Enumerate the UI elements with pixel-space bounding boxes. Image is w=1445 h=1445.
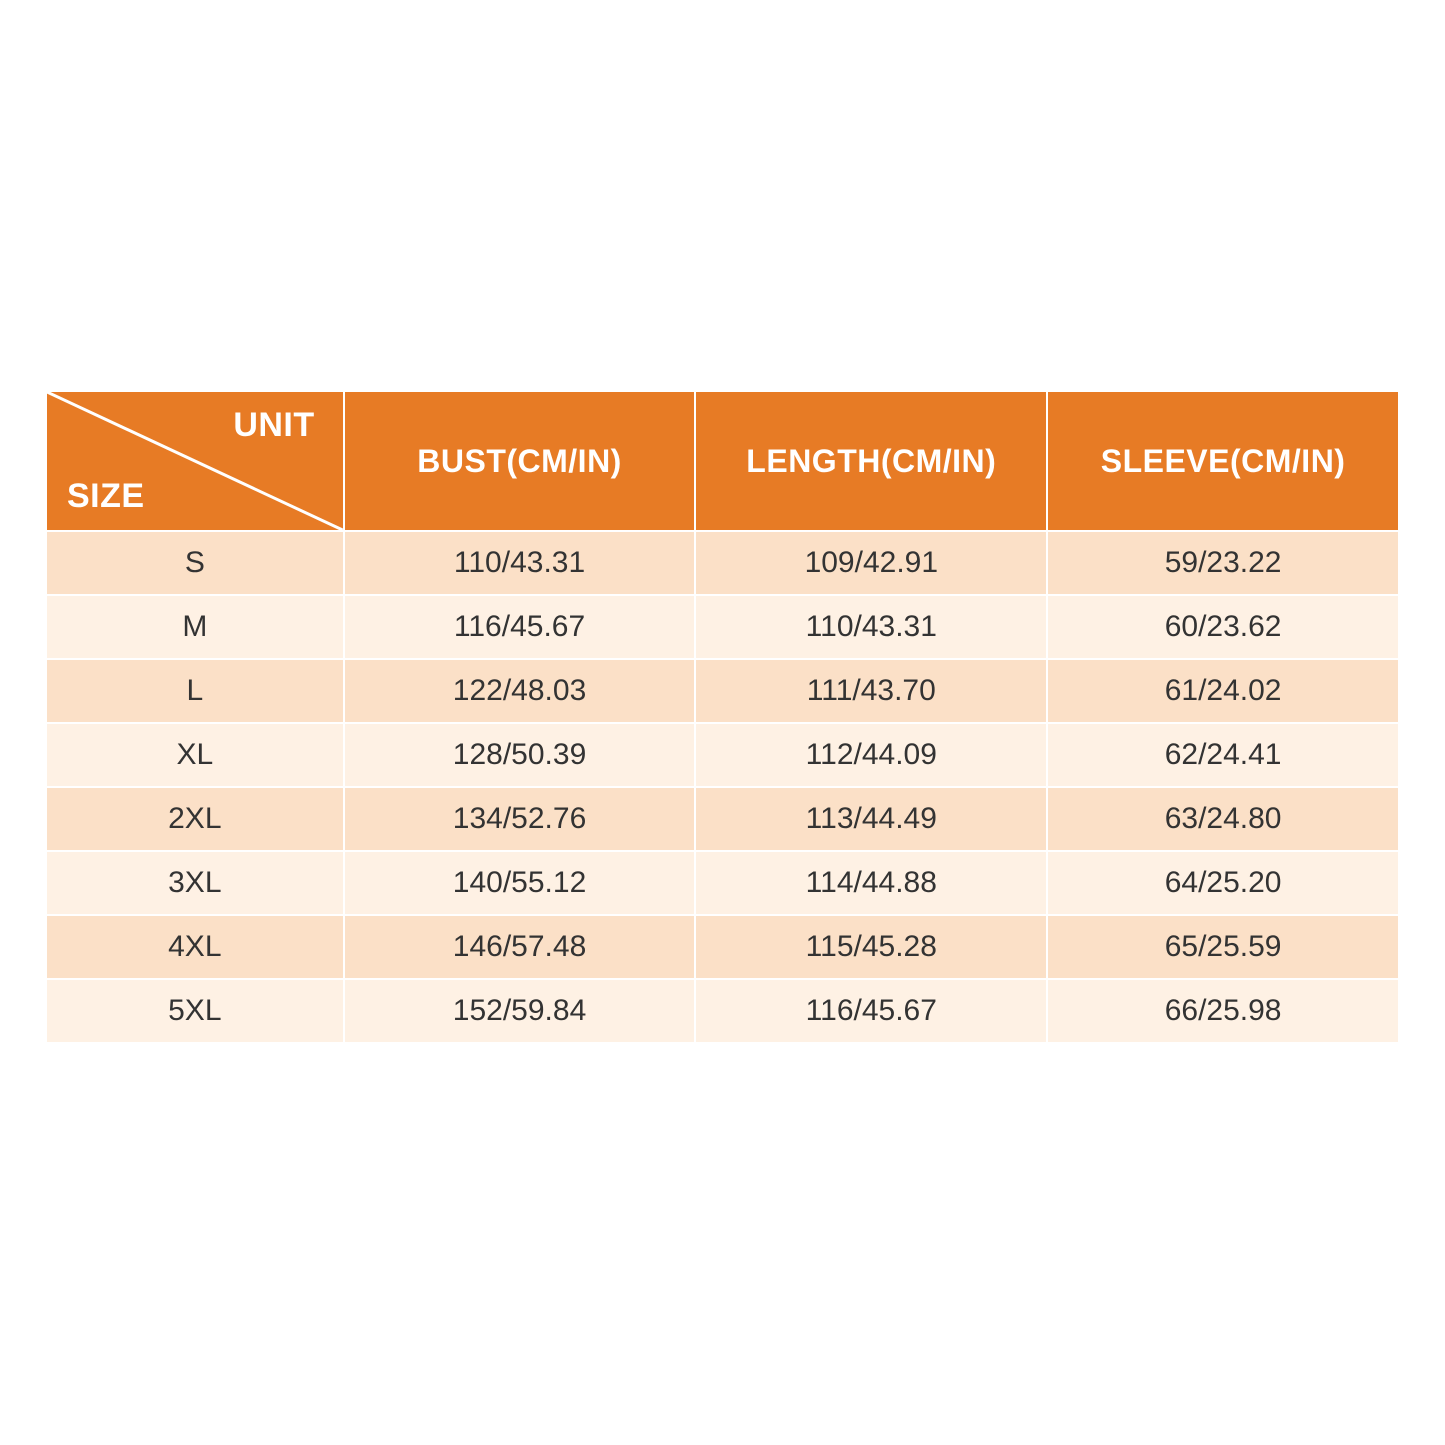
header-length: LENGTH(CM/IN) (695, 391, 1047, 531)
cell-length: 116/45.67 (695, 979, 1047, 1043)
size-chart-header-row: UNIT SIZE BUST(CM/IN)LENGTH(CM/IN)SLEEVE(C… (46, 391, 1399, 531)
size-chart-table: UNIT SIZE BUST(CM/IN)LENGTH(CM/IN)SLEEVE(C… (45, 390, 1400, 1044)
cell-sleeve: 63/24.80 (1047, 787, 1399, 851)
cell-sleeve: 61/24.02 (1047, 659, 1399, 723)
cell-sleeve: 59/23.22 (1047, 531, 1399, 595)
cell-sleeve: 66/25.98 (1047, 979, 1399, 1043)
table-row: M116/45.67110/43.3160/23.62 (46, 595, 1399, 659)
cell-sleeve: 62/24.41 (1047, 723, 1399, 787)
cell-bust: 116/45.67 (344, 595, 696, 659)
cell-sleeve: 64/25.20 (1047, 851, 1399, 915)
cell-sleeve: 65/25.59 (1047, 915, 1399, 979)
cell-sleeve: 60/23.62 (1047, 595, 1399, 659)
cell-bust: 146/57.48 (344, 915, 696, 979)
cell-size: M (46, 595, 344, 659)
cell-bust: 140/55.12 (344, 851, 696, 915)
cell-size: L (46, 659, 344, 723)
header-diagonal-cell: UNIT SIZE (46, 391, 344, 531)
cell-size: S (46, 531, 344, 595)
cell-length: 112/44.09 (695, 723, 1047, 787)
table-row: 2XL134/52.76113/44.4963/24.80 (46, 787, 1399, 851)
cell-size: 2XL (46, 787, 344, 851)
table-row: XL128/50.39112/44.0962/24.41 (46, 723, 1399, 787)
cell-size: 4XL (46, 915, 344, 979)
cell-length: 115/45.28 (695, 915, 1047, 979)
size-chart-tbody: S110/43.31109/42.9159/23.22M116/45.67110… (46, 531, 1399, 1043)
cell-bust: 110/43.31 (344, 531, 696, 595)
table-row: 3XL140/55.12114/44.8864/25.20 (46, 851, 1399, 915)
header-bust: BUST(CM/IN) (344, 391, 696, 531)
cell-length: 109/42.91 (695, 531, 1047, 595)
cell-bust: 152/59.84 (344, 979, 696, 1043)
cell-length: 114/44.88 (695, 851, 1047, 915)
cell-bust: 128/50.39 (344, 723, 696, 787)
cell-bust: 134/52.76 (344, 787, 696, 851)
table-row: L122/48.03111/43.7061/24.02 (46, 659, 1399, 723)
canvas: UNIT SIZE BUST(CM/IN)LENGTH(CM/IN)SLEEVE(C… (0, 0, 1445, 1445)
cell-bust: 122/48.03 (344, 659, 696, 723)
size-chart-thead: UNIT SIZE BUST(CM/IN)LENGTH(CM/IN)SLEEVE(C… (46, 391, 1399, 531)
header-size-label: SIZE (67, 477, 145, 516)
header-unit-label: UNIT (233, 406, 314, 445)
table-row: 4XL146/57.48115/45.2865/25.59 (46, 915, 1399, 979)
size-chart-container: UNIT SIZE BUST(CM/IN)LENGTH(CM/IN)SLEEVE(C… (45, 390, 1400, 1044)
cell-length: 113/44.49 (695, 787, 1047, 851)
cell-size: 5XL (46, 979, 344, 1043)
cell-length: 110/43.31 (695, 595, 1047, 659)
table-row: 5XL152/59.84116/45.6766/25.98 (46, 979, 1399, 1043)
cell-length: 111/43.70 (695, 659, 1047, 723)
cell-size: 3XL (46, 851, 344, 915)
header-sleeve: SLEEVE(CM/IN) (1047, 391, 1399, 531)
cell-size: XL (46, 723, 344, 787)
table-row: S110/43.31109/42.9159/23.22 (46, 531, 1399, 595)
